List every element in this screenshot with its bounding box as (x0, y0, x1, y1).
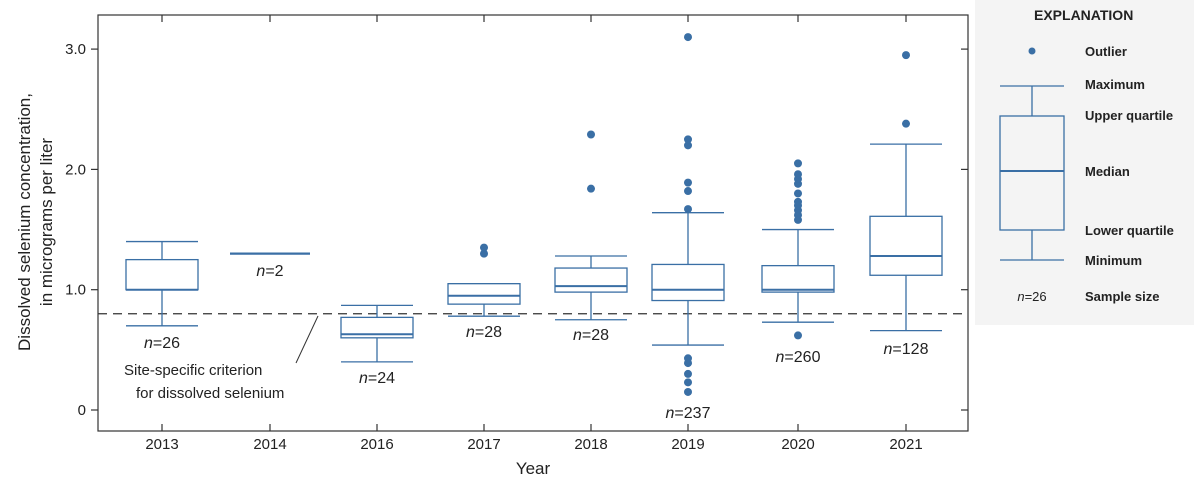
outlier-point (794, 331, 802, 340)
x-axis-title: Year (516, 459, 551, 478)
outlier-point (587, 184, 595, 193)
legend-title: EXPLANATION (1034, 7, 1133, 23)
outlier-point (684, 369, 692, 378)
box-2021: n=128 (869, 51, 943, 358)
quartile-box (447, 283, 521, 305)
sample-size-n: n (884, 341, 893, 358)
outlier-point (794, 159, 802, 168)
sample-size-n: n (466, 324, 475, 341)
legend-box (999, 115, 1065, 231)
sample-size-value: =24 (368, 370, 395, 387)
y-tick-label: 2.0 (65, 161, 86, 178)
legend-median-label: Median (1085, 164, 1130, 179)
sample-size-n: n (666, 405, 675, 422)
outlier-point (684, 141, 692, 150)
x-tick-label: 2020 (781, 436, 814, 453)
criterion-label-line1: Site-specific criterion (124, 362, 262, 379)
x-axis: 2013 2014 2016 2017 2018 2019 2020 2021 (145, 15, 923, 453)
outlier-point (794, 170, 802, 179)
outlier-point (902, 119, 910, 128)
sample-size-label: n=237 (666, 405, 711, 422)
outlier-point (684, 187, 692, 196)
outlier-point (684, 178, 692, 187)
x-tick-label: 2018 (574, 436, 607, 453)
outlier-point (794, 197, 802, 206)
x-tick-label: 2013 (145, 436, 178, 453)
outlier-point (684, 378, 692, 387)
sample-size-label: n=28 (573, 327, 609, 344)
y-tick-label: 1.0 (65, 282, 86, 299)
quartile-box (340, 316, 414, 339)
sample-size-value: =128 (892, 341, 928, 358)
x-tick-label: 2016 (360, 436, 393, 453)
box-2017: n=28 (447, 243, 521, 341)
quartile-box (869, 215, 943, 276)
y-tick-label: 0 (78, 402, 86, 419)
outlier-point (684, 135, 692, 144)
criterion-label-background (113, 355, 313, 405)
quartile-box (761, 264, 835, 293)
outlier-point (684, 387, 692, 396)
outlier-point (794, 189, 802, 198)
sample-size-n: n (776, 349, 785, 366)
outlier-point (480, 249, 488, 258)
x-tick-label: 2014 (253, 436, 286, 453)
quartile-box (554, 267, 628, 293)
x-tick-label: 2017 (467, 436, 500, 453)
plot-frame (97, 14, 969, 432)
sample-size-value: =2 (265, 263, 283, 280)
outlier-point (684, 33, 692, 42)
y-axis-title-line2: in micrograms per liter (37, 138, 56, 306)
sample-size-label: n=260 (776, 349, 821, 366)
quartile-box (125, 258, 199, 291)
y-axis-title-line1: Dissolved selenium concentration, (15, 93, 34, 351)
sample-size-value: =260 (784, 349, 820, 366)
outlier-point (684, 205, 692, 214)
sample-size-n: n (144, 335, 153, 352)
criterion-label-line2: for dissolved selenium (136, 385, 284, 402)
box-2016: n=24 (340, 304, 414, 387)
y-axis: 0 1.0 2.0 3.0 (65, 41, 968, 419)
sample-size-n: n (573, 327, 582, 344)
legend-sample-size-label: Sample size (1085, 289, 1159, 304)
sample-size-n: n (359, 370, 368, 387)
sample-size-label: n=2 (256, 263, 283, 280)
x-tick-label: 2021 (889, 436, 922, 453)
x-tick-label: 2019 (671, 436, 704, 453)
legend-upper-quartile-label: Upper quartile (1085, 108, 1173, 123)
legend-lower-quartile-label: Lower quartile (1085, 223, 1174, 238)
explanation-legend: EXPLANATION Outlier Maximum Upper quarti… (975, 0, 1194, 325)
legend-outlier-label: Outlier (1085, 44, 1127, 59)
sample-size-n: n (256, 263, 265, 280)
sample-size-label: n=26 (144, 335, 180, 352)
box-2020: n=260 (761, 159, 835, 366)
sample-size-value: =237 (674, 405, 710, 422)
box-2014: n=2 (230, 252, 310, 280)
criterion-leader-line (295, 315, 319, 364)
outlier-point (684, 354, 692, 363)
sample-size-value: =26 (153, 335, 180, 352)
legend-sample-size-example: n=26 (1017, 289, 1046, 304)
legend-minimum-label: Minimum (1085, 253, 1142, 268)
y-tick-label: 3.0 (65, 41, 86, 58)
sample-size-label: n=128 (884, 341, 929, 358)
legend-outlier-point (1028, 47, 1036, 55)
legend-n-italic: n (1017, 289, 1024, 304)
box-2018: n=28 (554, 130, 628, 344)
legend-n-value: =26 (1025, 289, 1047, 304)
sample-size-value: =28 (582, 327, 609, 344)
outlier-point (902, 51, 910, 60)
sample-size-label: n=28 (466, 324, 502, 341)
sample-size-value: =28 (475, 324, 502, 341)
outlier-point (587, 130, 595, 139)
box-2013: n=26 (125, 240, 199, 352)
quartile-box (651, 263, 725, 302)
sample-size-label: n=24 (359, 370, 395, 387)
legend-maximum-label: Maximum (1085, 77, 1145, 92)
box-2019: n=237 (651, 33, 725, 422)
outlier-point (480, 243, 488, 252)
